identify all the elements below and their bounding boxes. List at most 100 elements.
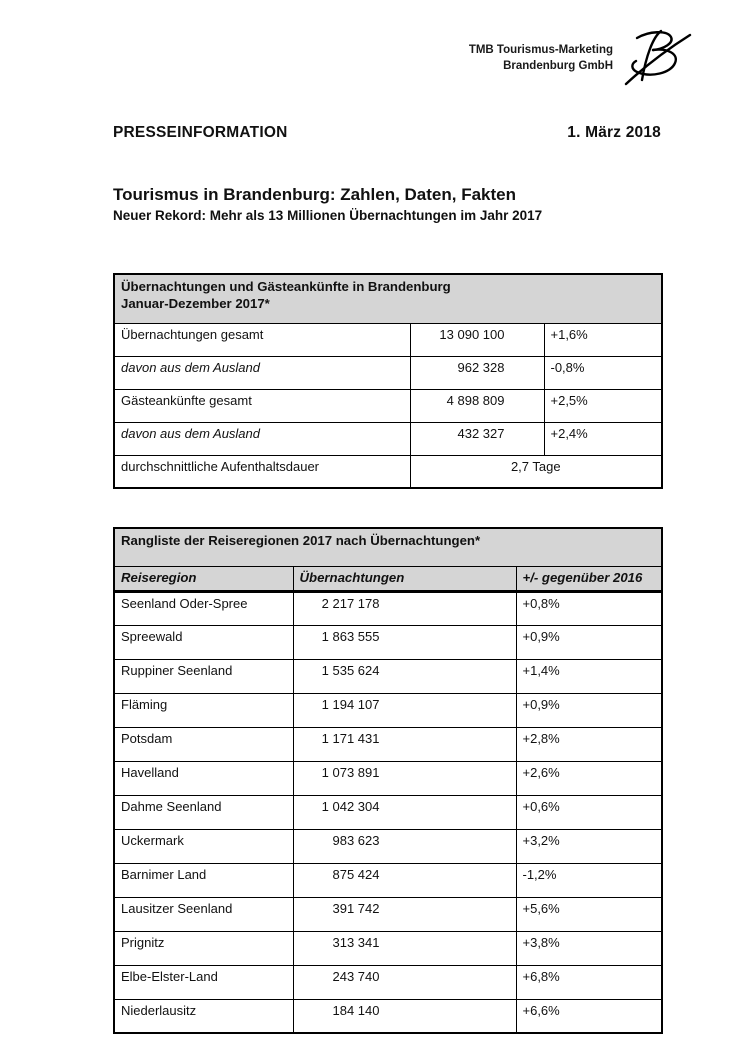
company-line1: TMB Tourismus-Marketing <box>468 44 613 57</box>
nights-number: 1 042 304 <box>321 798 380 814</box>
nights-number: 1 073 891 <box>321 764 380 780</box>
label-cell: davon aus dem Ausland <box>113 355 411 390</box>
region-cell: Ruppiner Seenland <box>113 658 294 694</box>
page-title: Tourismus in Brandenburg: Zahlen, Daten,… <box>113 185 517 204</box>
change-cell: +6,8% <box>515 964 663 1000</box>
letterhead: TMB Tourismus-Marketing Brandenburg GmbH <box>113 28 693 90</box>
nights-number: 1 171 431 <box>321 730 380 746</box>
change-cell: +5,6% <box>515 896 663 932</box>
nights-cell: 184 140 <box>292 998 517 1034</box>
nights-number: 2 217 178 <box>321 595 380 611</box>
col-header-change: +/- gegenüber 2016 <box>515 565 663 593</box>
nights-cell: 875 424 <box>292 862 517 898</box>
nights-cell: 2 217 178 <box>292 590 517 626</box>
value-number: 962 328 <box>457 359 505 375</box>
regions-ranking-table: Rangliste der Reiseregionen 2017 nach Üb… <box>113 527 664 1035</box>
table-row: Lausitzer Seenland 391 742 +5,6% <box>113 896 663 932</box>
company-line2: Brandenburg GmbH <box>503 60 613 72</box>
nights-number: 1 535 624 <box>321 662 380 678</box>
change-cell: +0,8% <box>515 590 663 626</box>
doc-type-label: PRESSEINFORMATION <box>113 124 288 141</box>
label-cell: davon aus dem Ausland <box>113 421 411 456</box>
value-cell: 962 328 <box>409 355 545 390</box>
nights-cell: 391 742 <box>292 896 517 932</box>
nights-number: 243 740 <box>332 968 380 984</box>
table-row: Barnimer Land 875 424 -1,2% <box>113 862 663 898</box>
label-cell: Gästeankünfte gesamt <box>113 388 411 423</box>
table-title-row: Rangliste der Reiseregionen 2017 nach Üb… <box>113 527 663 567</box>
nights-number: 983 623 <box>332 832 380 848</box>
region-cell: Seenland Oder-Spree <box>113 590 294 626</box>
table1-title-line1: Übernachtungen und Gästeankünfte in Bran… <box>121 279 451 295</box>
region-cell: Dahme Seenland <box>113 794 294 830</box>
table-row: durchschnittliche Aufenthaltsdauer 2,7 T… <box>113 454 663 489</box>
table-row: Elbe-Elster-Land 243 740 +6,8% <box>113 964 663 1000</box>
overnights-summary-table: Übernachtungen und Gästeankünfte in Bran… <box>113 273 664 490</box>
change-cell: +2,4% <box>543 421 663 456</box>
table1-title-line2: Januar-Dezember 2017* <box>121 296 270 312</box>
table-row: Übernachtungen gesamt 13 090 100 +1,6% <box>113 322 663 357</box>
value-cell: 4 898 809 <box>409 388 545 423</box>
value-cell: 432 327 <box>409 421 545 456</box>
change-cell: +0,6% <box>515 794 663 830</box>
value-number: 432 327 <box>457 425 505 441</box>
change-cell: +1,6% <box>543 322 663 357</box>
nights-cell: 983 623 <box>292 828 517 864</box>
nights-number: 875 424 <box>332 866 380 882</box>
press-release-page: TMB Tourismus-Marketing Brandenburg GmbH… <box>113 28 693 1035</box>
company-name: TMB Tourismus-Marketing Brandenburg GmbH <box>469 43 613 74</box>
change-cell: +0,9% <box>515 624 663 660</box>
column-header-row: Reiseregion Übernachtungen +/- gegenüber… <box>113 565 663 593</box>
table-row: Prignitz 313 341 +3,8% <box>113 930 663 966</box>
region-cell: Niederlausitz <box>113 998 294 1034</box>
value-cell: 13 090 100 <box>409 322 545 357</box>
duration-cell: 2,7 Tage <box>409 454 663 489</box>
tmb-logo-icon <box>623 28 693 90</box>
table-row: Gästeankünfte gesamt 4 898 809 +2,5% <box>113 388 663 423</box>
nights-number: 1 863 555 <box>321 628 380 644</box>
table-row: Havelland 1 073 891 +2,6% <box>113 760 663 796</box>
table-row: Potsdam 1 171 431 +2,8% <box>113 726 663 762</box>
nights-number: 1 194 107 <box>321 696 380 712</box>
table1-title: Übernachtungen und Gästeankünfte in Bran… <box>113 273 663 324</box>
table-row: Niederlausitz 184 140 +6,6% <box>113 998 663 1034</box>
nights-cell: 1 042 304 <box>292 794 517 830</box>
change-cell: +3,8% <box>515 930 663 966</box>
table-row: Spreewald 1 863 555 +0,9% <box>113 624 663 660</box>
change-cell: +1,4% <box>515 658 663 694</box>
nights-number: 313 341 <box>332 934 380 950</box>
col-header-region: Reiseregion <box>113 565 294 593</box>
region-cell: Spreewald <box>113 624 294 660</box>
change-cell: -1,2% <box>515 862 663 898</box>
label-cell: durchschnittliche Aufenthaltsdauer <box>113 454 411 489</box>
region-cell: Potsdam <box>113 726 294 762</box>
table-row: Dahme Seenland 1 042 304 +0,6% <box>113 794 663 830</box>
region-cell: Havelland <box>113 760 294 796</box>
page-subtitle: Neuer Rekord: Mehr als 13 Millionen Über… <box>113 208 543 224</box>
nights-cell: 1 171 431 <box>292 726 517 762</box>
nights-cell: 243 740 <box>292 964 517 1000</box>
table-row: davon aus dem Ausland 962 328 -0,8% <box>113 355 663 390</box>
table-row: Seenland Oder-Spree 2 217 178 +0,8% <box>113 590 663 626</box>
change-cell: +6,6% <box>515 998 663 1034</box>
nights-cell: 1 535 624 <box>292 658 517 694</box>
table-row: Uckermark 983 623 +3,2% <box>113 828 663 864</box>
nights-cell: 1 863 555 <box>292 624 517 660</box>
nights-cell: 1 194 107 <box>292 692 517 728</box>
nights-cell: 1 073 891 <box>292 760 517 796</box>
change-cell: -0,8% <box>543 355 663 390</box>
change-cell: +0,9% <box>515 692 663 728</box>
table-row: Ruppiner Seenland 1 535 624 +1,4% <box>113 658 663 694</box>
region-cell: Lausitzer Seenland <box>113 896 294 932</box>
col-header-nights: Übernachtungen <box>292 565 517 593</box>
change-cell: +2,5% <box>543 388 663 423</box>
nights-cell: 313 341 <box>292 930 517 966</box>
nights-number: 391 742 <box>332 900 380 916</box>
table-row: davon aus dem Ausland 432 327 +2,4% <box>113 421 663 456</box>
region-cell: Prignitz <box>113 930 294 966</box>
region-cell: Elbe-Elster-Land <box>113 964 294 1000</box>
table-title-row: Übernachtungen und Gästeankünfte in Bran… <box>113 273 663 324</box>
label-cell: Übernachtungen gesamt <box>113 322 411 357</box>
change-cell: +2,8% <box>515 726 663 762</box>
value-number: 13 090 100 <box>439 326 505 342</box>
